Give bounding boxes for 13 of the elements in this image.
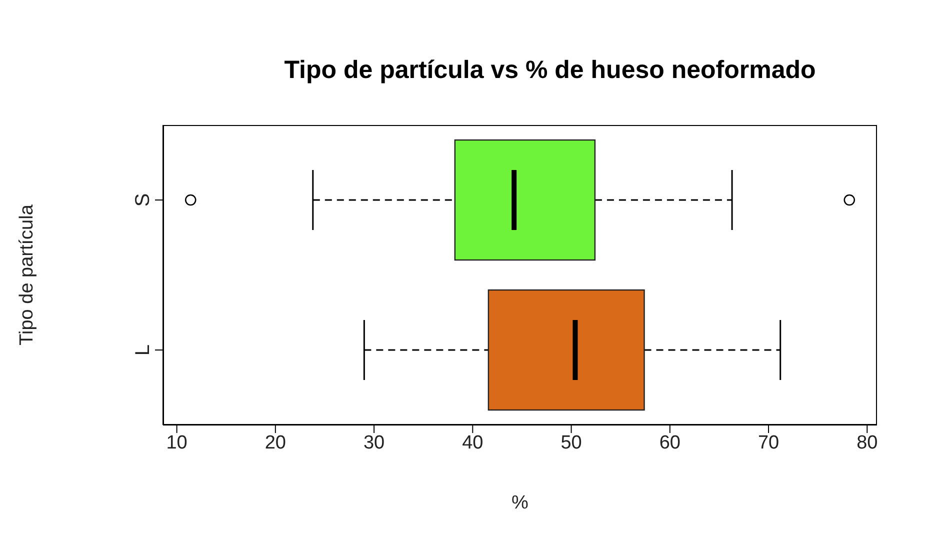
x-tick-label: 50	[560, 432, 582, 454]
x-axis-title: %	[512, 492, 529, 514]
x-tick-label: 20	[264, 432, 286, 454]
chart-title: Tipo de partícula vs % de hueso neoformado	[283, 56, 817, 85]
y-tick-label: L	[132, 344, 154, 356]
x-tick-label: 80	[856, 432, 878, 454]
x-tick-label: 40	[462, 432, 484, 454]
y-tick-label: S	[132, 193, 154, 207]
y-axis-title: Tipo de partícula	[16, 204, 38, 346]
x-tick-label: 30	[363, 432, 385, 454]
x-tick-label: 10	[166, 432, 188, 454]
x-tick-label: 70	[758, 432, 780, 454]
x-tick-label: 60	[659, 432, 680, 454]
